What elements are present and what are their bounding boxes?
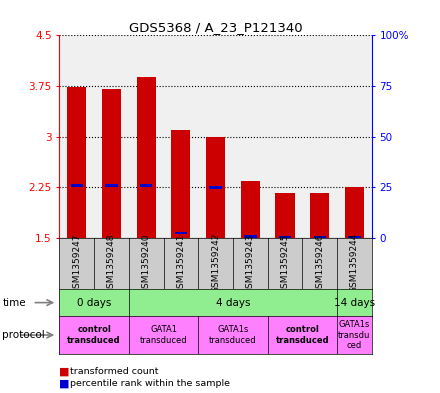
Bar [310, 193, 329, 238]
Text: ■: ■ [59, 366, 70, 376]
Text: transformed count: transformed count [70, 367, 159, 376]
Text: percentile rank within the sample: percentile rank within the sample [70, 379, 231, 387]
Bar [67, 87, 86, 238]
Text: 4 days: 4 days [216, 298, 250, 308]
Bar [209, 186, 222, 189]
Text: time: time [2, 298, 26, 308]
Bar [175, 232, 187, 234]
Bar [348, 236, 361, 239]
Text: GSM1359247: GSM1359247 [72, 233, 81, 294]
Text: GSM1359248: GSM1359248 [107, 233, 116, 294]
Bar [206, 137, 225, 238]
Text: GSM1359240: GSM1359240 [142, 233, 150, 294]
Bar [105, 184, 117, 187]
Text: GATA1s
transduced: GATA1s transduced [209, 325, 257, 345]
Text: GSM1359246: GSM1359246 [315, 233, 324, 294]
Bar [279, 236, 291, 239]
Text: GSM1359241: GSM1359241 [176, 233, 185, 294]
Text: GSM1359245: GSM1359245 [281, 233, 290, 294]
Bar [70, 184, 83, 187]
Text: protocol: protocol [2, 330, 45, 340]
Bar [171, 130, 191, 238]
Bar [137, 77, 156, 238]
Bar [140, 184, 152, 187]
Bar [275, 193, 294, 238]
Bar [241, 181, 260, 238]
Text: GSM1359244: GSM1359244 [350, 233, 359, 294]
Bar [345, 187, 364, 238]
Bar [314, 236, 326, 239]
Title: GDS5368 / A_23_P121340: GDS5368 / A_23_P121340 [129, 21, 302, 34]
Text: 14 days: 14 days [334, 298, 375, 308]
Text: GSM1359243: GSM1359243 [246, 233, 255, 294]
Text: 0 days: 0 days [77, 298, 111, 308]
Bar [244, 235, 257, 238]
Text: GATA1
transduced: GATA1 transduced [140, 325, 187, 345]
Text: GATA1s
transdu
ced: GATA1s transdu ced [338, 320, 370, 350]
Text: control
transduced: control transduced [275, 325, 329, 345]
Text: ■: ■ [59, 378, 70, 388]
Text: GSM1359242: GSM1359242 [211, 233, 220, 294]
Bar [102, 89, 121, 238]
Text: control
transduced: control transduced [67, 325, 121, 345]
